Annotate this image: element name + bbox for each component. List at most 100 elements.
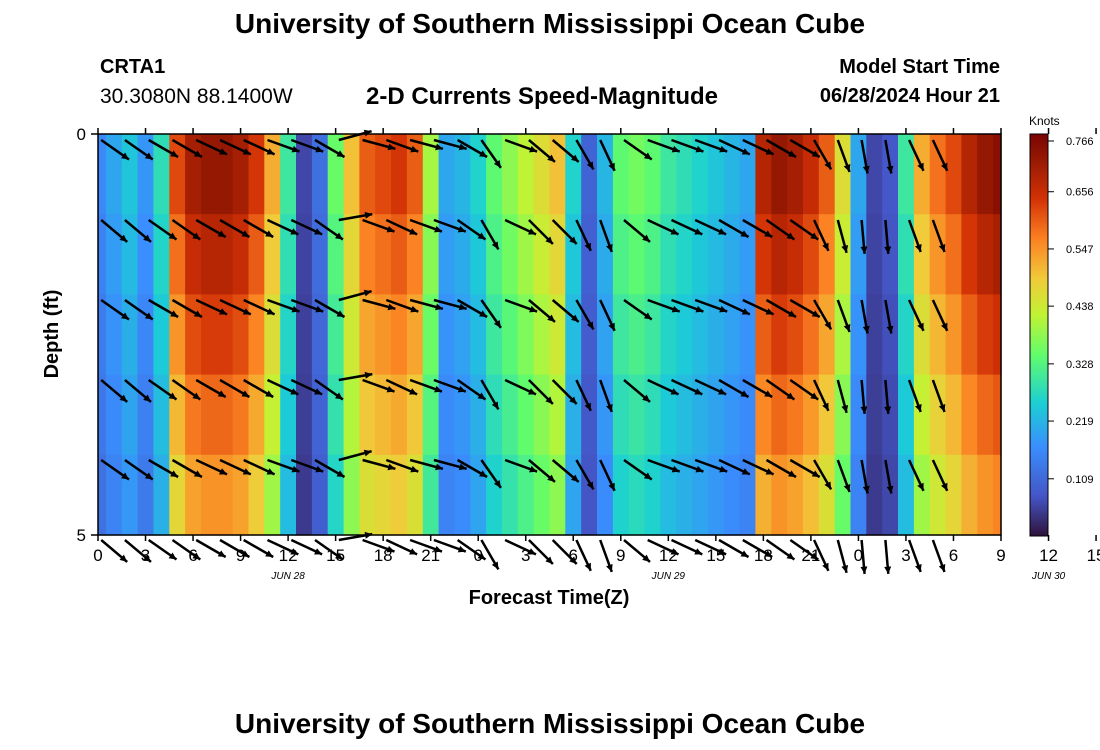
heatmap-cell [771, 374, 788, 456]
current-arrow [433, 218, 467, 233]
current-arrow [623, 458, 653, 481]
heatmap-cell [201, 294, 218, 376]
current-arrow [124, 458, 154, 481]
current-arrow [504, 138, 538, 153]
current-arrow [243, 138, 276, 156]
current-arrow [456, 378, 487, 401]
heatmap-cell [977, 294, 994, 376]
heatmap-cell [692, 294, 709, 376]
heatmap-cell [359, 374, 376, 456]
current-arrow [385, 298, 419, 313]
heatmap-cell [359, 294, 376, 376]
x-tick-label: 12 [279, 546, 298, 565]
heatmap-cell [771, 454, 788, 536]
heatmap-cell [438, 454, 455, 536]
heatmap-cell [359, 214, 376, 295]
heatmap-cell [977, 454, 994, 536]
current-arrow [907, 459, 925, 492]
current-arrow [195, 378, 227, 399]
current-arrow [694, 138, 728, 153]
heatmap-cell [248, 294, 265, 376]
heatmap-cell [153, 294, 170, 376]
heatmap-cell [882, 454, 899, 536]
x-tick-label: 12 [1039, 546, 1058, 565]
heatmap-cell [375, 294, 392, 376]
heatmap-cell [612, 134, 630, 215]
current-vector-arrows [100, 129, 949, 575]
current-arrow [718, 218, 750, 239]
heatmap-cell [723, 134, 741, 215]
x-tick-label: 0 [473, 546, 482, 565]
heatmap-cell [296, 454, 313, 536]
current-arrow [765, 378, 796, 401]
current-arrow [362, 298, 396, 311]
heatmap-cell [98, 454, 107, 536]
heatmap-cell [98, 374, 107, 456]
heatmap-cell [502, 294, 519, 376]
heatmap-cell [882, 294, 899, 376]
current-arrow [100, 138, 130, 161]
heatmap-cell [201, 454, 218, 536]
current-arrow [884, 139, 894, 174]
current-arrow [385, 538, 418, 556]
heatmap-cell [834, 454, 852, 536]
heatmap-cell [993, 454, 1002, 536]
heatmap-cell [105, 454, 123, 536]
heatmap-cell [945, 374, 962, 456]
heatmap-cell [707, 454, 725, 536]
heatmap-cell [264, 374, 281, 456]
model-start-value: 06/28/2024 Hour 21 [819, 85, 1000, 107]
heatmap-cell [882, 214, 899, 295]
heatmap-cell [201, 214, 218, 295]
heatmap-cell [517, 374, 535, 456]
heatmap-cell [961, 294, 978, 376]
heatmap-cell [898, 214, 915, 295]
current-arrow [670, 538, 703, 556]
current-arrow [884, 219, 892, 255]
current-arrow [812, 219, 830, 252]
current-arrow [504, 538, 537, 556]
current-arrow [789, 218, 819, 241]
heatmap-cell [597, 214, 614, 295]
heatmap-cell [391, 294, 408, 376]
date-label: JUN 29 [651, 571, 686, 582]
current-arrow [575, 299, 595, 331]
heatmap-cell [913, 294, 931, 376]
heatmap-cell [185, 214, 202, 295]
current-arrow [860, 139, 870, 174]
y-axis: 05 [77, 125, 98, 545]
heatmap-cell [533, 214, 551, 295]
heatmap-cell [945, 454, 962, 536]
current-arrow [480, 459, 502, 489]
y-tick-label: 0 [77, 125, 86, 144]
colorbar-tick-label: 0.438 [1066, 301, 1094, 313]
heatmap-cell [327, 214, 345, 295]
current-arrow [385, 378, 418, 396]
current-arrow [148, 458, 179, 479]
heatmap-cell [375, 374, 392, 456]
current-arrow [812, 539, 830, 572]
current-arrow [243, 458, 276, 476]
current-arrow [813, 139, 833, 171]
heatmap-cell [232, 454, 250, 536]
heatmap-cell [850, 134, 867, 215]
heatmap-cell [105, 134, 123, 215]
current-arrow [148, 298, 179, 319]
heatmap-cell [993, 214, 1002, 295]
current-arrow [219, 218, 251, 239]
heatmap-cell [961, 374, 978, 456]
current-arrow [551, 299, 580, 323]
heatmap-cell [644, 214, 661, 295]
current-arrow [836, 139, 851, 173]
heatmap-cell [454, 214, 471, 295]
heatmap-cell [311, 134, 329, 215]
heatmap-cell [850, 294, 867, 376]
current-arrow [907, 379, 922, 413]
heatmap-cell [438, 134, 455, 215]
current-arrow [362, 458, 396, 471]
heatmap-cell [280, 134, 297, 215]
heatmap-cell [549, 374, 566, 456]
heatmap-cell [549, 294, 566, 376]
x-tick-label: 6 [569, 546, 578, 565]
current-arrow [219, 458, 252, 476]
